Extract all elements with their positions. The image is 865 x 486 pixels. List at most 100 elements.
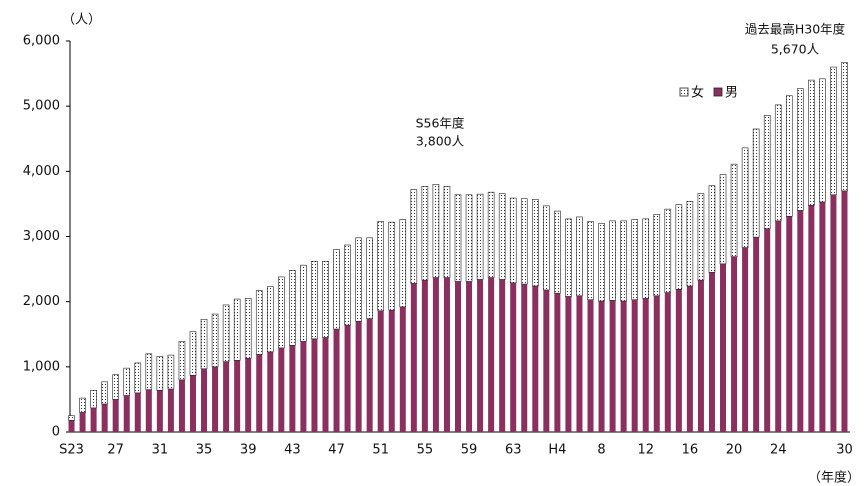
y-tick-label: 4,000 <box>23 164 60 179</box>
bar-segment <box>90 389 97 409</box>
bar-segment <box>653 295 660 432</box>
x-tick-label: 43 <box>284 443 301 458</box>
annotation: 5,670人 <box>771 42 820 57</box>
bar-segment <box>377 221 385 312</box>
bar-segment <box>399 219 407 308</box>
bar-segment <box>488 277 495 432</box>
x-tick-label: 27 <box>107 443 124 458</box>
bar-segment <box>145 353 153 390</box>
bar-segment <box>797 210 804 432</box>
bar-segment <box>278 347 285 432</box>
bar-segment <box>686 201 694 287</box>
x-tick-label: 51 <box>372 443 389 458</box>
bar-segment <box>742 247 749 432</box>
bar-segment <box>819 78 826 203</box>
bar-segment <box>455 281 461 432</box>
bar-segment <box>322 337 329 432</box>
y-tick-label: 1,000 <box>23 359 60 374</box>
bar-segment <box>587 299 594 432</box>
x-tick-label: 35 <box>196 443 213 458</box>
bar-segment <box>267 351 274 432</box>
bar-segment <box>477 279 484 432</box>
x-tick-label: 47 <box>328 443 345 458</box>
bar-segment <box>355 237 362 322</box>
bar-segment <box>156 356 164 391</box>
bar-segment <box>410 189 418 284</box>
bar-segment <box>366 237 373 319</box>
legend-swatch <box>679 87 689 97</box>
bar-segment <box>653 214 661 297</box>
x-tick-label: 39 <box>240 443 257 458</box>
x-tick-label: 12 <box>637 443 654 458</box>
bar-segment <box>211 313 219 368</box>
bar-segment <box>498 193 506 280</box>
bar-segment <box>145 389 152 432</box>
bar-segment <box>233 298 241 361</box>
bar-segment <box>830 194 837 432</box>
bar-segment <box>123 395 130 432</box>
bar-segment <box>554 293 561 432</box>
bar-segment <box>112 374 119 400</box>
bar-segment <box>830 66 837 196</box>
bar-segment <box>344 325 351 432</box>
bar-segment <box>333 249 340 330</box>
bar-segment <box>741 147 749 248</box>
bar-segment <box>642 298 649 432</box>
bar-segment <box>763 114 771 229</box>
bar-segment <box>79 412 86 432</box>
bar-segment <box>487 191 495 278</box>
x-tick-label: 24 <box>770 443 787 458</box>
bar-segment <box>819 201 826 432</box>
bar-segment <box>432 184 440 278</box>
bar-segment <box>443 186 451 278</box>
bar-segment <box>565 218 572 297</box>
x-tick-label: 31 <box>152 443 169 458</box>
bar-segment <box>587 221 594 301</box>
bar-segment <box>598 301 605 432</box>
bar-segment <box>531 199 539 287</box>
bar-segment <box>764 228 771 432</box>
bar-segment <box>532 286 539 432</box>
bar-segment <box>753 237 760 432</box>
bar-segment <box>189 375 196 432</box>
bar-segment <box>79 397 86 413</box>
bar-segment <box>278 276 285 349</box>
bar-segment <box>719 174 727 265</box>
bar-segment <box>322 260 329 338</box>
bar-segment <box>443 277 450 432</box>
bar-segment <box>167 354 175 390</box>
bar-segment <box>598 223 605 302</box>
bar-segment <box>156 390 163 432</box>
bar-segment <box>708 185 716 273</box>
bar-segment <box>785 95 793 217</box>
bar-segment <box>499 279 506 432</box>
bar-segment <box>775 220 782 432</box>
bar-segment <box>576 216 583 297</box>
bar-segment <box>432 277 439 432</box>
bar-segment <box>808 79 815 206</box>
annotation: 過去最高H30年度 <box>745 22 846 37</box>
bar-segment <box>311 338 318 432</box>
bar-segment <box>289 270 296 346</box>
x-axis-label: （年度） <box>808 470 860 486</box>
bar-segment <box>543 205 550 291</box>
bar-segment <box>520 198 528 285</box>
bar-segment <box>620 301 627 432</box>
bar-segment <box>752 128 760 238</box>
legend-label: 男 <box>725 86 738 101</box>
bar-segment <box>234 360 241 432</box>
bar-segment <box>620 220 627 302</box>
bar-segment <box>731 256 738 432</box>
y-tick-label: 6,000 <box>23 34 60 49</box>
bar-segment <box>178 379 185 432</box>
x-tick-label: 8 <box>597 443 605 458</box>
x-tick-label: 20 <box>726 443 743 458</box>
bar-segment <box>631 299 638 432</box>
y-tick-label: 3,000 <box>23 229 60 244</box>
bar-segment <box>609 300 616 432</box>
bar-segment <box>344 244 351 326</box>
bar-segment <box>112 399 119 432</box>
bar-segment <box>311 260 318 340</box>
bar-segment <box>720 263 727 432</box>
